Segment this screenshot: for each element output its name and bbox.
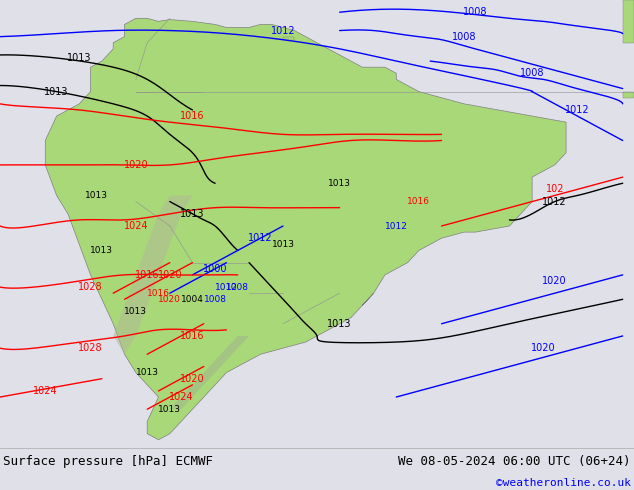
Text: 1012: 1012 <box>248 233 273 243</box>
Text: 1008: 1008 <box>204 295 226 304</box>
Text: 1024: 1024 <box>33 386 58 396</box>
Text: 1013: 1013 <box>124 307 147 316</box>
Text: 1004: 1004 <box>181 295 204 304</box>
Text: 1028: 1028 <box>78 343 103 353</box>
Text: 1013: 1013 <box>271 240 295 249</box>
Polygon shape <box>623 92 634 98</box>
Text: 1013: 1013 <box>158 405 181 414</box>
Text: 1012: 1012 <box>543 196 567 207</box>
Text: 1013: 1013 <box>85 191 108 200</box>
Text: 1013: 1013 <box>67 53 91 63</box>
Text: 1013: 1013 <box>91 246 113 255</box>
Text: 1024: 1024 <box>124 221 148 231</box>
Text: 1013: 1013 <box>327 318 352 329</box>
Text: We 08-05-2024 06:00 UTC (06+24): We 08-05-2024 06:00 UTC (06+24) <box>398 455 631 468</box>
Text: 1008: 1008 <box>452 32 476 42</box>
Text: 1020: 1020 <box>180 374 205 384</box>
Text: 1016: 1016 <box>408 197 430 206</box>
Polygon shape <box>45 18 566 440</box>
Text: 1012: 1012 <box>271 25 295 36</box>
Text: 1016: 1016 <box>147 289 170 298</box>
Polygon shape <box>623 0 634 43</box>
Text: 1020: 1020 <box>158 295 181 304</box>
Text: 1008: 1008 <box>520 68 545 78</box>
Text: 1000: 1000 <box>203 264 228 274</box>
Polygon shape <box>283 37 294 40</box>
Text: 1013: 1013 <box>328 179 351 188</box>
Text: 1012: 1012 <box>385 221 408 230</box>
Text: 1024: 1024 <box>169 392 193 402</box>
Text: 1013: 1013 <box>180 209 205 219</box>
Text: 1016: 1016 <box>180 331 205 341</box>
Text: 1020: 1020 <box>543 276 567 286</box>
Text: 1016: 1016 <box>180 111 205 121</box>
Polygon shape <box>113 196 193 354</box>
Text: 1012: 1012 <box>215 283 238 292</box>
Text: 1008: 1008 <box>463 7 488 17</box>
Text: Surface pressure [hPa] ECMWF: Surface pressure [hPa] ECMWF <box>3 455 213 468</box>
Text: 1016: 1016 <box>135 270 159 280</box>
Text: 1013: 1013 <box>136 368 158 377</box>
Text: 1008: 1008 <box>226 283 249 292</box>
Text: 1020: 1020 <box>531 343 556 353</box>
Text: 102: 102 <box>545 184 564 195</box>
Polygon shape <box>170 336 249 409</box>
Text: 1028: 1028 <box>78 282 103 292</box>
Text: 1013: 1013 <box>44 87 69 97</box>
Text: 1012: 1012 <box>565 105 590 115</box>
Text: 1020: 1020 <box>124 160 148 170</box>
Text: ©weatheronline.co.uk: ©weatheronline.co.uk <box>496 478 631 489</box>
Text: 1020: 1020 <box>157 270 182 280</box>
